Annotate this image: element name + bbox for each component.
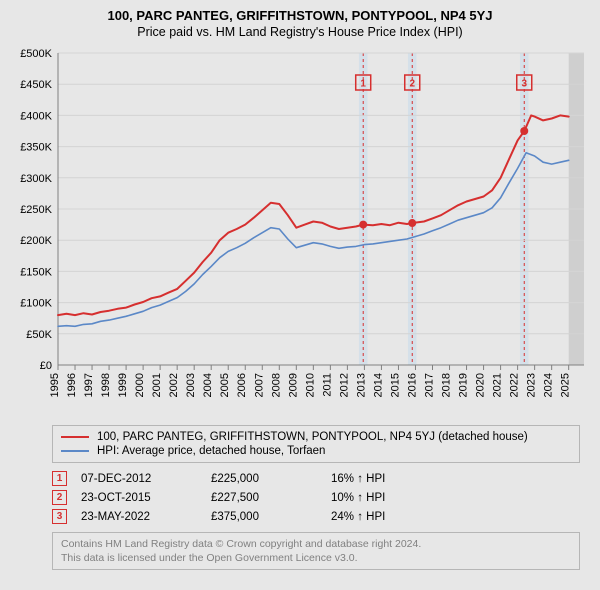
svg-text:2009: 2009 (287, 373, 299, 397)
svg-text:£300K: £300K (20, 173, 52, 185)
chart-subtitle: Price paid vs. HM Land Registry's House … (10, 25, 590, 39)
footer-line-1: Contains HM Land Registry data © Crown c… (61, 537, 571, 551)
svg-text:£150K: £150K (20, 266, 52, 278)
chart-container: 100, PARC PANTEG, GRIFFITHSTOWN, PONTYPO… (0, 0, 600, 580)
svg-text:2025: 2025 (560, 373, 572, 397)
svg-text:3: 3 (521, 79, 527, 90)
title-block: 100, PARC PANTEG, GRIFFITHSTOWN, PONTYPO… (10, 8, 590, 39)
sale-date: 23-MAY-2022 (81, 511, 211, 523)
sale-row: 2 23-OCT-2015£227,50010% ↑ HPI (52, 488, 580, 507)
legend-row: HPI: Average price, detached house, Torf… (61, 444, 571, 458)
svg-text:£350K: £350K (20, 142, 52, 154)
svg-text:£250K: £250K (20, 204, 52, 216)
svg-text:2008: 2008 (270, 373, 282, 397)
svg-text:2024: 2024 (543, 373, 555, 397)
svg-text:1995: 1995 (49, 373, 61, 397)
svg-text:2019: 2019 (458, 373, 470, 397)
svg-text:2017: 2017 (423, 373, 435, 397)
footer-note: Contains HM Land Registry data © Crown c… (52, 532, 580, 570)
sale-marker: 1 (52, 471, 67, 486)
svg-text:2022: 2022 (509, 373, 521, 397)
svg-text:2015: 2015 (389, 373, 401, 397)
sale-marker: 2 (52, 490, 67, 505)
chart-title: 100, PARC PANTEG, GRIFFITHSTOWN, PONTYPO… (10, 8, 590, 23)
svg-text:2018: 2018 (441, 373, 453, 397)
svg-text:2006: 2006 (236, 373, 248, 397)
svg-text:2: 2 (409, 79, 415, 90)
sale-row: 3 23-MAY-2022£375,00024% ↑ HPI (52, 507, 580, 526)
svg-text:2010: 2010 (304, 373, 316, 397)
svg-text:1999: 1999 (117, 373, 129, 397)
svg-text:2005: 2005 (219, 373, 231, 397)
legend-label: HPI: Average price, detached house, Torf… (97, 445, 325, 457)
svg-text:£450K: £450K (20, 79, 52, 91)
svg-text:£400K: £400K (20, 110, 52, 122)
sale-price: £225,000 (211, 473, 331, 485)
legend-box: 100, PARC PANTEG, GRIFFITHSTOWN, PONTYPO… (52, 425, 580, 463)
svg-text:2023: 2023 (526, 373, 538, 397)
sale-hpi: 24% ↑ HPI (331, 511, 385, 523)
svg-text:£100K: £100K (20, 298, 52, 310)
chart-area: £0 £50K £100K £150K £200K £250K £300K £350K £400… (10, 47, 590, 417)
legend-swatch (61, 436, 89, 438)
svg-text:2001: 2001 (151, 373, 163, 397)
line-chart-svg: £0 £50K £100K £150K £200K £250K £300K £350K £400… (10, 47, 590, 417)
sale-price: £375,000 (211, 511, 331, 523)
sale-marker: 3 (52, 509, 67, 524)
svg-text:1998: 1998 (100, 373, 112, 397)
svg-text:2000: 2000 (134, 373, 146, 397)
svg-text:£0: £0 (40, 360, 52, 372)
legend-swatch (61, 450, 89, 452)
svg-text:2011: 2011 (321, 373, 333, 397)
svg-text:2016: 2016 (406, 373, 418, 397)
svg-text:1: 1 (360, 79, 366, 90)
sale-date: 23-OCT-2015 (81, 492, 211, 504)
sale-hpi: 16% ↑ HPI (331, 473, 385, 485)
svg-text:1996: 1996 (66, 373, 78, 397)
sale-price: £227,500 (211, 492, 331, 504)
svg-text:2020: 2020 (475, 373, 487, 397)
svg-text:£50K: £50K (26, 329, 52, 341)
legend-row: 100, PARC PANTEG, GRIFFITHSTOWN, PONTYPO… (61, 430, 571, 444)
svg-text:2012: 2012 (338, 373, 350, 397)
svg-text:2002: 2002 (168, 373, 180, 397)
svg-text:£500K: £500K (20, 48, 52, 60)
svg-text:2003: 2003 (185, 373, 197, 397)
footer-line-2: This data is licensed under the Open Gov… (61, 551, 571, 565)
sale-hpi: 10% ↑ HPI (331, 492, 385, 504)
svg-text:2014: 2014 (372, 373, 384, 397)
svg-text:2013: 2013 (355, 373, 367, 397)
svg-text:£200K: £200K (20, 235, 52, 247)
sales-table: 1 07-DEC-2012£225,00016% ↑ HPI 2 23-OCT-201… (52, 469, 580, 526)
sale-date: 07-DEC-2012 (81, 473, 211, 485)
svg-text:2021: 2021 (492, 373, 504, 397)
sale-row: 1 07-DEC-2012£225,00016% ↑ HPI (52, 469, 580, 488)
svg-text:1997: 1997 (83, 373, 95, 397)
legend-label: 100, PARC PANTEG, GRIFFITHSTOWN, PONTYPO… (97, 431, 528, 443)
svg-text:2004: 2004 (202, 373, 214, 397)
svg-text:2007: 2007 (253, 373, 265, 397)
